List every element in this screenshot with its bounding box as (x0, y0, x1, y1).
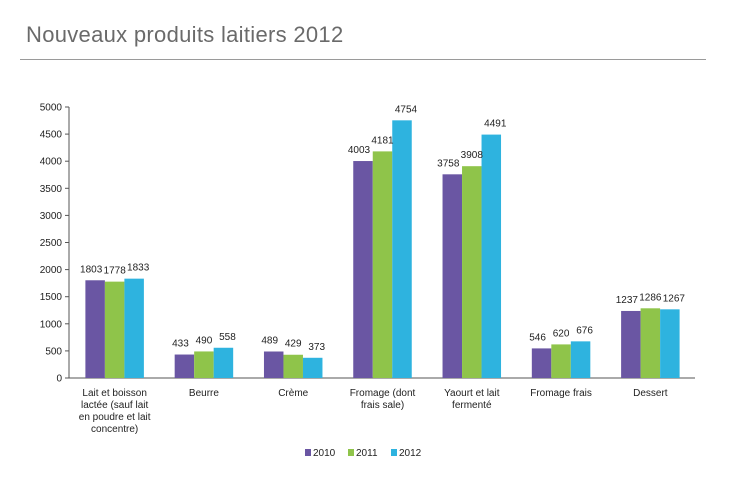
bar-2011 (283, 354, 303, 378)
bar-2012 (570, 341, 591, 378)
data-label-2010: 546 (529, 332, 546, 343)
bar-2012 (124, 278, 144, 378)
bar-2010 (174, 354, 195, 378)
y-tick-label: 4000 (40, 157, 63, 168)
y-tick-label: 3500 (40, 184, 63, 195)
data-label-2010: 489 (261, 335, 278, 346)
x-tick-label: Crème (278, 388, 308, 399)
y-tick-label: 2000 (40, 265, 63, 276)
data-label-2011: 620 (553, 328, 570, 339)
x-tick-label: Lait et boisson lactée (sauf lait en poudr… (79, 388, 151, 435)
bar-2011 (104, 281, 125, 378)
data-label-2010: 4003 (348, 145, 371, 156)
data-label-2011: 490 (196, 335, 213, 346)
y-tick-label: 500 (45, 346, 62, 357)
y-tick-label: 0 (56, 374, 62, 385)
data-label-2012: 4754 (395, 104, 418, 115)
bar-2010 (85, 280, 105, 378)
x-tick-label: Yaourt et lait fermenté (444, 388, 500, 411)
data-label-2010: 3758 (437, 158, 460, 169)
bar-2011 (640, 308, 661, 378)
x-tick-label: Fromage frais (530, 388, 592, 399)
data-label-2011: 3908 (461, 150, 484, 161)
title-divider (20, 59, 706, 60)
bar-2011 (194, 351, 214, 378)
data-label-2012: 558 (219, 332, 236, 343)
y-tick-label: 4500 (40, 130, 63, 141)
bar-2012 (213, 347, 234, 378)
bar-2012 (392, 120, 412, 379)
bar-2012 (481, 134, 502, 378)
data-label-2011: 1778 (104, 266, 127, 277)
y-tick-label: 1500 (40, 292, 63, 303)
data-label-2011: 429 (285, 339, 302, 350)
y-tick-label: 5000 (40, 103, 63, 114)
legend-swatch-2011 (348, 449, 354, 456)
legend-label-2012: 2012 (399, 448, 422, 459)
bar-2012 (660, 309, 680, 378)
data-label-2012: 676 (576, 325, 593, 336)
data-label-2012: 4491 (484, 119, 507, 130)
data-label-2012: 1833 (127, 263, 150, 274)
bar-2011 (372, 151, 393, 378)
data-label-2011: 4181 (371, 135, 394, 146)
legend-label-2011: 2011 (356, 448, 378, 459)
data-label-2010: 1237 (616, 295, 639, 306)
y-tick-label: 3000 (40, 211, 63, 222)
bar-2010 (442, 174, 463, 378)
legend-swatch-2012 (391, 449, 397, 456)
x-tick-label: Fromage (dont frais sale) (350, 388, 416, 411)
data-label-2010: 433 (172, 339, 189, 350)
data-label-2010: 1803 (80, 264, 103, 275)
x-tick-label: Beurre (189, 388, 219, 399)
bar-2011 (462, 166, 482, 378)
bar-2011 (551, 344, 571, 378)
data-label-2012: 373 (308, 342, 325, 353)
y-tick-label: 2500 (40, 238, 63, 249)
data-label-2012: 1267 (663, 293, 686, 304)
page-title: Nouveaux produits laitiers 2012 (26, 22, 344, 47)
bar-2010 (263, 351, 284, 378)
bar-2010 (353, 161, 373, 378)
bar-2010 (531, 348, 552, 378)
bar-2010 (621, 310, 641, 378)
legend-label-2010: 2010 (313, 448, 336, 459)
data-label-2011: 1286 (639, 292, 662, 303)
y-tick-label: 1000 (40, 319, 63, 330)
bar-2012 (302, 357, 323, 378)
x-tick-label: Dessert (633, 388, 668, 399)
legend-swatch-2010 (305, 449, 311, 456)
